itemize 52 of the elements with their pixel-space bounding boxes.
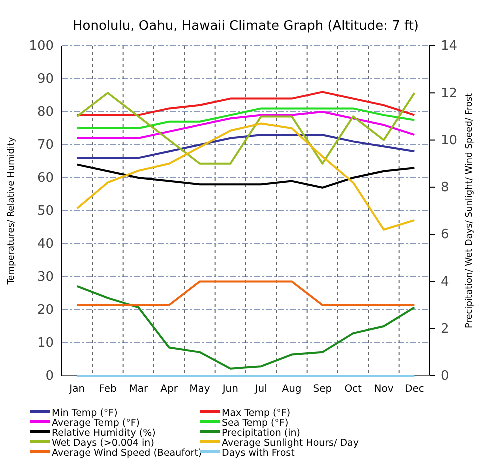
y2-tick-label: 2: [441, 322, 450, 338]
y-tick-label: 80: [37, 105, 54, 120]
y-tick-label: 20: [37, 303, 54, 318]
y2-tick-label: 14: [441, 39, 458, 54]
line-series: [76, 285, 416, 370]
legend-label: Relative Humidity (%): [52, 428, 156, 439]
x-tick-label: Aug: [282, 384, 302, 396]
line-series: [76, 164, 416, 189]
y2-tick-label: 0: [441, 369, 450, 384]
x-tick-label: May: [190, 384, 210, 396]
y-axis-title: Temperatures/ Relative Humidity: [7, 136, 17, 286]
y-tick-label: 90: [37, 72, 54, 88]
line-series: [76, 91, 416, 116]
x-tick-label: Jun: [222, 384, 238, 396]
y2-tick-label: 12: [441, 86, 458, 102]
y-tick-label: 30: [37, 270, 54, 286]
legend-label: Sea Temp (°F): [222, 418, 289, 429]
x-tick-label: Nov: [374, 384, 394, 396]
x-tick-label: Sep: [313, 384, 332, 396]
line-series: [76, 122, 416, 231]
legend-label: Average Temp (°F): [52, 418, 140, 429]
x-tick-label: Oct: [344, 384, 362, 396]
y2-tick-label: 10: [441, 133, 458, 148]
x-tick-label: Jan: [68, 384, 86, 396]
y-tick-label: 40: [37, 237, 54, 252]
line-series: [76, 92, 416, 165]
line-series: [76, 134, 416, 160]
chart-title: Honolulu, Oahu, Hawaii Climate Graph (Altitude: 7 ft): [73, 19, 419, 34]
legend-label: Precipitation (in): [222, 428, 300, 439]
y2-tick-label: 4: [441, 274, 450, 290]
legend-label: Min Temp (°F): [52, 408, 118, 419]
y2-tick-label: 8: [441, 180, 450, 196]
legend-label: Average Wind Speed (Beaufort): [52, 448, 202, 458]
y-tick-label: 100: [29, 39, 54, 54]
y-tick-label: 70: [37, 138, 54, 154]
x-tick-label: Mar: [129, 384, 149, 396]
y2-axis-title: Precipitation/ Wet Days/ Sunlight/ Wind Speed/ Frost: [465, 92, 475, 329]
line-series: [76, 111, 416, 140]
y-tick-label: 60: [37, 171, 54, 186]
x-tick-label: Apr: [160, 384, 179, 396]
y-tick-label: 0: [46, 369, 54, 384]
x-tick-label: Dec: [404, 384, 424, 396]
legend-label: Average Sunlight Hours/ Day: [222, 438, 360, 449]
line-series: [76, 108, 416, 130]
x-tick-label: Jul: [254, 384, 268, 396]
legend-label: Days with Frost: [222, 448, 296, 458]
x-tick-label: Feb: [99, 384, 117, 396]
legend-label: Max Temp (°F): [222, 408, 291, 419]
y-tick-label: 50: [37, 204, 54, 220]
y-tick-label: 10: [37, 336, 54, 352]
legend-label: Wet Days (>0.004 in): [52, 438, 154, 449]
y2-tick-label: 6: [441, 228, 450, 243]
